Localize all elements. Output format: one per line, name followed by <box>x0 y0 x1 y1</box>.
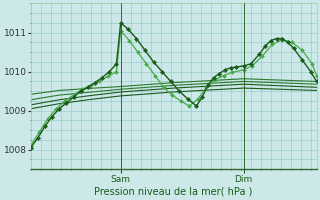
X-axis label: Pression niveau de la mer( hPa ): Pression niveau de la mer( hPa ) <box>94 187 253 197</box>
